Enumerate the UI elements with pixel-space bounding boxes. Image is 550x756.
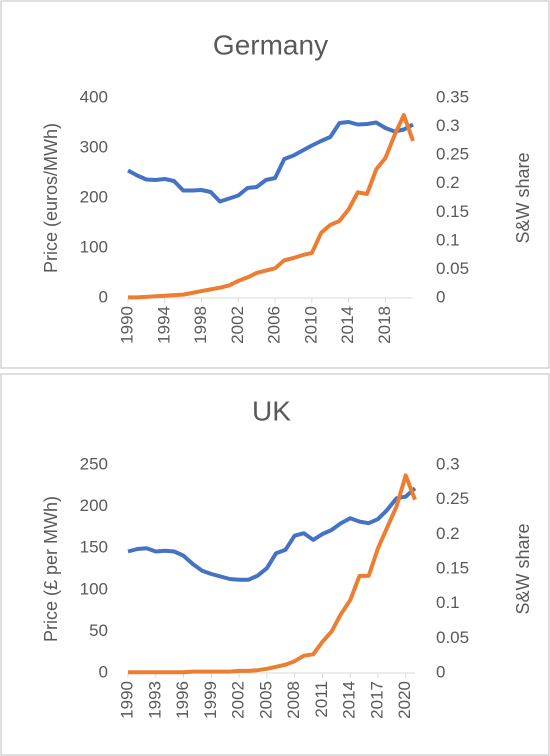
- y-tick-label: 100: [80, 237, 108, 256]
- chart-title: UK: [252, 395, 291, 426]
- x-tick-label: 2018: [375, 306, 394, 344]
- y-axis-title: Price (£ per MWh): [41, 496, 61, 642]
- y2-tick-label: 0.05: [436, 628, 469, 647]
- x-tick-label: 1996: [173, 681, 192, 719]
- y2-tick-label: 0.2: [436, 173, 460, 192]
- y2-tick-label: 0.2: [436, 524, 460, 543]
- y-axis-title: Price (euros/MWh): [41, 123, 61, 273]
- series-line: [127, 120, 414, 204]
- y2-tick-label: 0.25: [436, 145, 469, 164]
- y-tick-label: 0: [99, 287, 108, 306]
- x-tick-label: 2005: [256, 681, 275, 719]
- series-line: [128, 113, 415, 300]
- y-tick-label: 0: [99, 662, 108, 681]
- y2-axis-title: S&W share: [513, 152, 533, 243]
- x-tick-label: 2002: [228, 306, 247, 344]
- y2-tick-label: 0.35: [436, 87, 469, 106]
- series-line: [128, 473, 417, 675]
- y2-tick-label: 0.05: [436, 259, 469, 278]
- y-tick-label: 100: [80, 579, 108, 598]
- x-tick-label: 2010: [301, 306, 320, 344]
- y2-tick-label: 0.1: [436, 230, 460, 249]
- y2-tick-label: 0.25: [436, 489, 469, 508]
- x-tick-label: 2011: [312, 681, 331, 718]
- x-tick-label: 2017: [367, 681, 386, 719]
- x-tick-label: 2014: [338, 306, 357, 344]
- y-tick-label: 300: [80, 137, 108, 156]
- y-tick-label: 200: [80, 187, 108, 206]
- y2-tick-label: 0.1: [436, 593, 460, 612]
- x-tick-label: 1998: [191, 306, 210, 344]
- x-tick-label: 2020: [395, 681, 414, 719]
- y-tick-label: 200: [80, 496, 108, 515]
- x-tick-label: 2006: [265, 306, 284, 344]
- x-tick-label: 2008: [284, 681, 303, 719]
- y-tick-label: 50: [89, 621, 108, 640]
- y2-tick-label: 0.15: [436, 202, 469, 221]
- y2-axis-title: S&W share: [513, 523, 533, 614]
- x-tick-label: 2002: [229, 681, 248, 719]
- y2-tick-label: 0: [436, 662, 445, 681]
- series-line: [127, 486, 417, 582]
- y2-tick-label: 0.3: [436, 454, 460, 473]
- y-tick-label: 150: [80, 538, 108, 557]
- y2-tick-label: 0.15: [436, 558, 469, 577]
- x-tick-label: 1990: [117, 681, 136, 719]
- y2-tick-label: 0.3: [436, 116, 460, 135]
- x-tick-label: 1990: [117, 306, 136, 344]
- x-tick-label: 1993: [145, 681, 164, 719]
- x-tick-label: 1994: [154, 306, 173, 344]
- panel-border: [0, 373, 550, 756]
- panel-border: [0, 0, 550, 369]
- x-tick-label: 1999: [201, 681, 220, 719]
- y-tick-label: 250: [80, 454, 108, 473]
- chart-title: Germany: [213, 29, 328, 60]
- y-tick-label: 400: [80, 87, 108, 106]
- y2-tick-label: 0: [436, 287, 445, 306]
- x-tick-label: 2014: [340, 681, 359, 719]
